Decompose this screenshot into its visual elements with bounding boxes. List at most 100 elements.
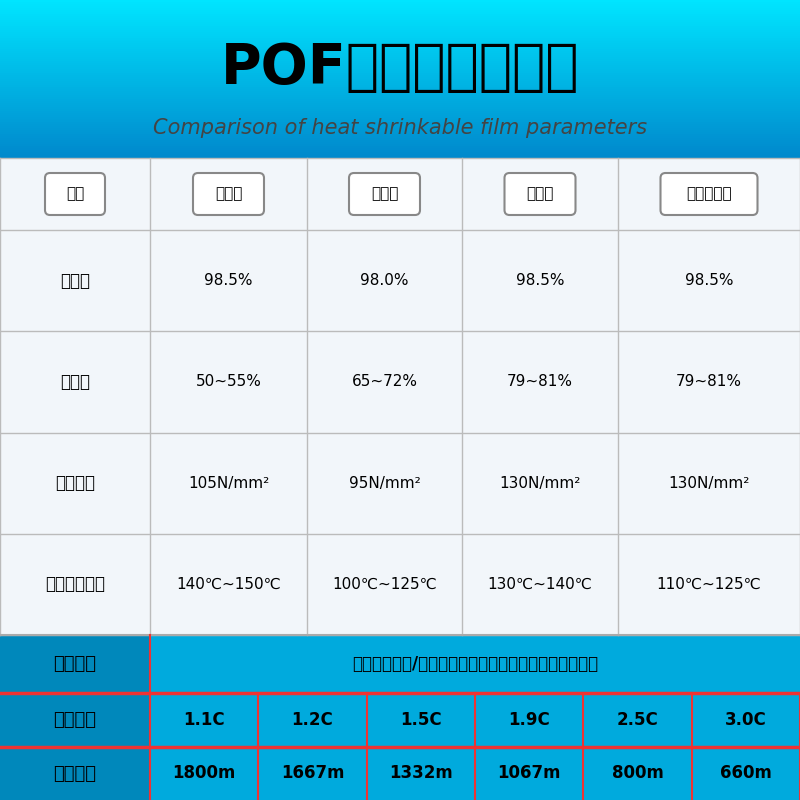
Bar (0, 693, 150, 747)
Bar (0, 154, 800, 156)
Bar (0, 156, 800, 158)
Bar (0, 38, 800, 39)
Text: 800m: 800m (611, 765, 663, 782)
Text: 收缩率: 收缩率 (60, 373, 90, 391)
Bar (0, 35, 800, 38)
Bar (0, 67, 800, 69)
Bar (0, 39, 800, 42)
Bar (0, 122, 800, 125)
Bar (0, 101, 800, 102)
Bar (0, 55, 800, 58)
FancyBboxPatch shape (349, 173, 420, 215)
Bar (0, 62, 800, 63)
Text: 1067m: 1067m (498, 765, 561, 782)
Bar (0, 34, 800, 35)
Text: 50~55%: 50~55% (195, 374, 262, 390)
Text: 1667m: 1667m (281, 765, 344, 782)
FancyBboxPatch shape (505, 173, 575, 215)
Text: 抗拉伸性: 抗拉伸性 (55, 474, 95, 492)
Bar (0, 10, 800, 12)
Text: 95N/mm²: 95N/mm² (349, 476, 420, 490)
Text: 产品工艺: 产品工艺 (54, 655, 97, 673)
Bar (0, 109, 800, 110)
Bar (0, 51, 800, 54)
Bar (0, 31, 800, 34)
Bar (0, 73, 800, 75)
Bar (0, 79, 800, 81)
Bar (0, 69, 800, 71)
Text: 2.5C: 2.5C (617, 711, 658, 729)
Bar (0, 105, 800, 106)
Bar (0, 117, 800, 118)
Text: 1.1C: 1.1C (183, 711, 225, 729)
Text: 产品厚度: 产品厚度 (54, 711, 97, 729)
Bar (0, 59, 800, 62)
Text: 65~72%: 65~72% (351, 374, 418, 390)
Bar (0, 140, 800, 142)
Text: 660m: 660m (720, 765, 772, 782)
Text: 交联膜: 交联膜 (526, 186, 554, 202)
Bar (0, 65, 800, 67)
Bar (0, 8, 800, 10)
Text: 低温膜: 低温膜 (371, 186, 398, 202)
Bar (0, 2, 800, 4)
Bar (0, 26, 800, 28)
Bar (0, 43, 800, 46)
Bar (0, 16, 800, 18)
Text: 98.5%: 98.5% (516, 273, 564, 288)
FancyBboxPatch shape (45, 173, 105, 215)
Bar (0, 83, 800, 85)
Text: 产品长度: 产品长度 (54, 765, 97, 782)
Text: 79~81%: 79~81% (676, 374, 742, 390)
Bar (0, 12, 800, 14)
Text: 110℃~125℃: 110℃~125℃ (657, 577, 762, 592)
Bar (0, 114, 800, 117)
Bar (0, 106, 800, 109)
Bar (0, 81, 800, 83)
Bar (0, 94, 800, 97)
Bar (0, 126, 800, 128)
Bar (0, 110, 800, 113)
FancyBboxPatch shape (661, 173, 758, 215)
Text: 98.5%: 98.5% (204, 273, 253, 288)
Text: 130℃~140℃: 130℃~140℃ (487, 577, 593, 592)
Text: 1800m: 1800m (173, 765, 236, 782)
Bar (0, 152, 800, 154)
Text: 1.5C: 1.5C (400, 711, 442, 729)
Text: 支持预打排孔/支持印刷（具体工艺事项咨询客服人员）: 支持预打排孔/支持印刷（具体工艺事项咨询客服人员） (352, 655, 598, 673)
Text: 低温交联膜: 低温交联膜 (686, 186, 732, 202)
Bar (0, 130, 800, 132)
Text: 98.0%: 98.0% (360, 273, 409, 288)
Bar (0, 128, 800, 130)
Bar (0, 30, 800, 31)
Bar (0, 138, 800, 140)
Bar (0, 87, 800, 89)
Text: 1.2C: 1.2C (292, 711, 334, 729)
Bar (0, 142, 800, 144)
Text: 1.9C: 1.9C (508, 711, 550, 729)
Bar (0, 118, 800, 121)
Text: 79~81%: 79~81% (507, 374, 573, 390)
Bar (0, 63, 800, 65)
Text: POF热缩膜参数对比: POF热缩膜参数对比 (221, 41, 579, 95)
Text: 标准膜: 标准膜 (215, 186, 242, 202)
Text: 属性: 属性 (66, 186, 84, 202)
Bar (0, 71, 800, 73)
Bar (0, 144, 800, 146)
Bar (0, 125, 800, 126)
Text: 100℃~125℃: 100℃~125℃ (332, 577, 437, 592)
Bar (0, 97, 800, 98)
Bar (0, 113, 800, 114)
Bar (0, 75, 800, 77)
Bar (0, 54, 800, 55)
Bar (0, 635, 800, 800)
Bar (0, 46, 800, 47)
Bar (0, 747, 150, 800)
Text: 收缩建议温度: 收缩建议温度 (45, 575, 105, 594)
Bar (0, 102, 800, 105)
Bar (0, 0, 800, 2)
Bar (0, 132, 800, 134)
Bar (0, 20, 800, 22)
Bar (0, 24, 800, 26)
Bar (0, 4, 800, 6)
